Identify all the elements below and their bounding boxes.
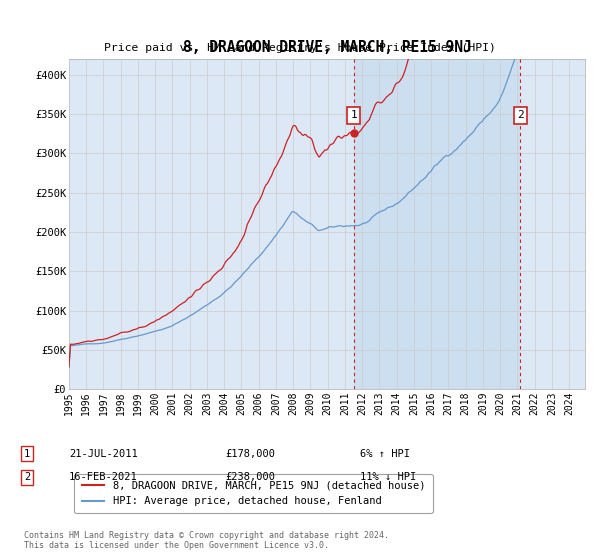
Text: 2: 2 (24, 472, 30, 482)
Text: 2: 2 (517, 110, 524, 120)
Text: 11% ↓ HPI: 11% ↓ HPI (360, 472, 416, 482)
Text: 21-JUL-2011: 21-JUL-2011 (69, 449, 138, 459)
Text: 16-FEB-2021: 16-FEB-2021 (69, 472, 138, 482)
Text: 6% ↑ HPI: 6% ↑ HPI (360, 449, 410, 459)
Text: 1: 1 (24, 449, 30, 459)
Text: £238,000: £238,000 (225, 472, 275, 482)
Legend: 8, DRAGOON DRIVE, MARCH, PE15 9NJ (detached house), HPI: Average price, detached: 8, DRAGOON DRIVE, MARCH, PE15 9NJ (detac… (74, 474, 433, 514)
Text: Contains HM Land Registry data © Crown copyright and database right 2024.
This d: Contains HM Land Registry data © Crown c… (24, 530, 389, 550)
Title: 8, DRAGOON DRIVE, MARCH, PE15 9NJ: 8, DRAGOON DRIVE, MARCH, PE15 9NJ (182, 40, 472, 55)
Text: £178,000: £178,000 (225, 449, 275, 459)
Text: 1: 1 (350, 110, 357, 120)
Bar (353, 59, 520, 389)
Text: Price paid vs. HM Land Registry's House Price Index (HPI): Price paid vs. HM Land Registry's House … (104, 43, 496, 53)
